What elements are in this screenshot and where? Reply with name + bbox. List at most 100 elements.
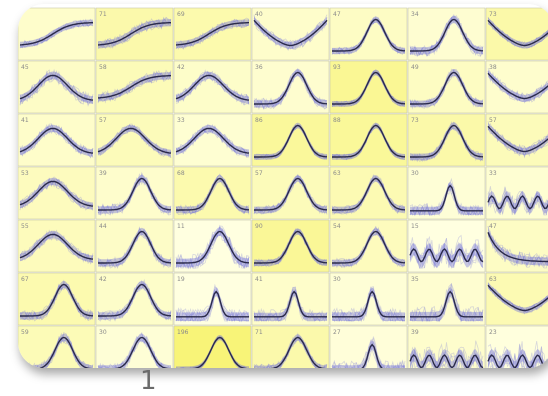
panel-6-5: 30 — [329, 272, 408, 326]
panel-7-3: 196 — [173, 325, 252, 368]
spread-band — [20, 71, 93, 104]
sample-trace — [409, 283, 484, 323]
panel-count-label: 30 — [99, 329, 107, 336]
panel-count-label: 47 — [333, 11, 341, 18]
sample-trace — [253, 335, 328, 368]
mean-curve — [98, 283, 172, 317]
mean-curve — [97, 74, 171, 99]
sample-trace — [97, 123, 172, 158]
mean-curve — [487, 195, 548, 210]
mean-curve — [98, 177, 172, 211]
panel-count-label: 59 — [21, 329, 29, 336]
sample-trace — [175, 289, 250, 322]
sample-trace — [97, 125, 172, 158]
panel-background — [485, 272, 548, 326]
panel-count-label: 57 — [489, 117, 497, 124]
sample-trace — [331, 70, 405, 108]
mean-curve — [487, 19, 548, 47]
panel-background — [18, 166, 96, 220]
panel-background — [251, 7, 330, 61]
panel-3-5: 88 — [329, 113, 408, 167]
panel-background — [407, 219, 486, 273]
sample-trace — [253, 338, 328, 368]
panel-1-4: 40 — [251, 7, 330, 61]
sample-trace — [331, 18, 406, 55]
panel-2-3: 42 — [173, 60, 252, 114]
sample-trace — [487, 282, 548, 313]
sample-trace — [19, 177, 94, 210]
sample-trace — [175, 229, 250, 270]
panel-6-2: 42 — [95, 272, 174, 326]
mean-curve — [487, 354, 548, 368]
sample-trace — [97, 71, 172, 104]
sample-trace — [409, 288, 484, 323]
mean-curve — [332, 230, 406, 264]
panel-count-label: 44 — [99, 223, 107, 230]
sample-trace — [331, 226, 406, 269]
sample-trace — [19, 229, 94, 263]
panel-6-4: 41 — [251, 272, 330, 326]
sample-trace — [97, 16, 172, 49]
panel-1-5: 47 — [329, 7, 408, 61]
small-multiples-grid: 71 69 40 47 34 73 45 58 42 36 93 49 38 41 57 33 86 88 73 57… — [18, 7, 548, 368]
panel-background — [95, 7, 174, 61]
panel-count-label: 196 — [177, 329, 189, 336]
sample-trace — [253, 176, 328, 215]
panel-2-7: 38 — [485, 60, 548, 114]
mean-curve — [176, 230, 250, 264]
sample-trace — [253, 289, 328, 323]
sample-trace — [487, 192, 548, 216]
mean-curve — [254, 177, 328, 211]
mean-curve — [192, 336, 248, 368]
sample-trace — [175, 70, 250, 105]
sample-trace — [97, 278, 172, 321]
panel-7-5: 27 — [329, 325, 408, 368]
spread-band — [20, 333, 93, 368]
panel-count-label: 42 — [177, 64, 185, 71]
panel-count-label: 39 — [99, 170, 107, 177]
panel-3-2: 57 — [95, 113, 174, 167]
sample-trace — [19, 178, 94, 211]
sample-trace — [253, 20, 328, 51]
mean-curve — [175, 127, 250, 154]
mean-curve — [254, 290, 327, 318]
panel-2-1: 45 — [18, 60, 96, 114]
panel-4-6: 30 — [407, 166, 486, 220]
sample-trace — [19, 333, 91, 368]
sample-trace — [487, 191, 548, 216]
sample-trace — [97, 69, 172, 101]
sample-trace — [97, 282, 172, 322]
sample-trace — [253, 15, 328, 46]
sample-trace — [175, 173, 250, 216]
sample-trace — [175, 18, 250, 50]
spread-band — [332, 287, 405, 321]
sample-trace — [253, 286, 328, 323]
panel-5-7: 47 — [485, 219, 548, 273]
mean-curve — [254, 71, 328, 105]
sample-trace — [175, 19, 250, 49]
sample-trace — [409, 124, 484, 161]
panel-count-label: 38 — [489, 64, 497, 71]
mean-curve — [176, 177, 250, 211]
sample-trace — [19, 283, 94, 321]
sample-trace — [253, 70, 328, 110]
sample-trace — [331, 338, 405, 368]
sample-trace — [19, 124, 94, 157]
mean-curve — [487, 72, 548, 100]
panel-count-label: 40 — [255, 11, 263, 18]
sample-trace — [487, 187, 548, 216]
sample-trace — [97, 229, 172, 269]
panel-2-2: 58 — [95, 60, 174, 114]
panel-count-label: 45 — [21, 64, 29, 71]
panel-5-4: 90 — [251, 219, 330, 273]
mean-curve — [176, 290, 249, 318]
panel-3-6: 73 — [407, 113, 486, 167]
panel-4-2: 39 — [95, 166, 174, 220]
sample-trace — [409, 238, 484, 269]
sample-trace — [331, 18, 406, 55]
mean-curve — [410, 184, 483, 212]
figure-caption: 1 — [140, 366, 157, 396]
panel-background — [329, 325, 408, 368]
mean-curve — [361, 343, 383, 368]
sample-trace — [409, 342, 482, 368]
